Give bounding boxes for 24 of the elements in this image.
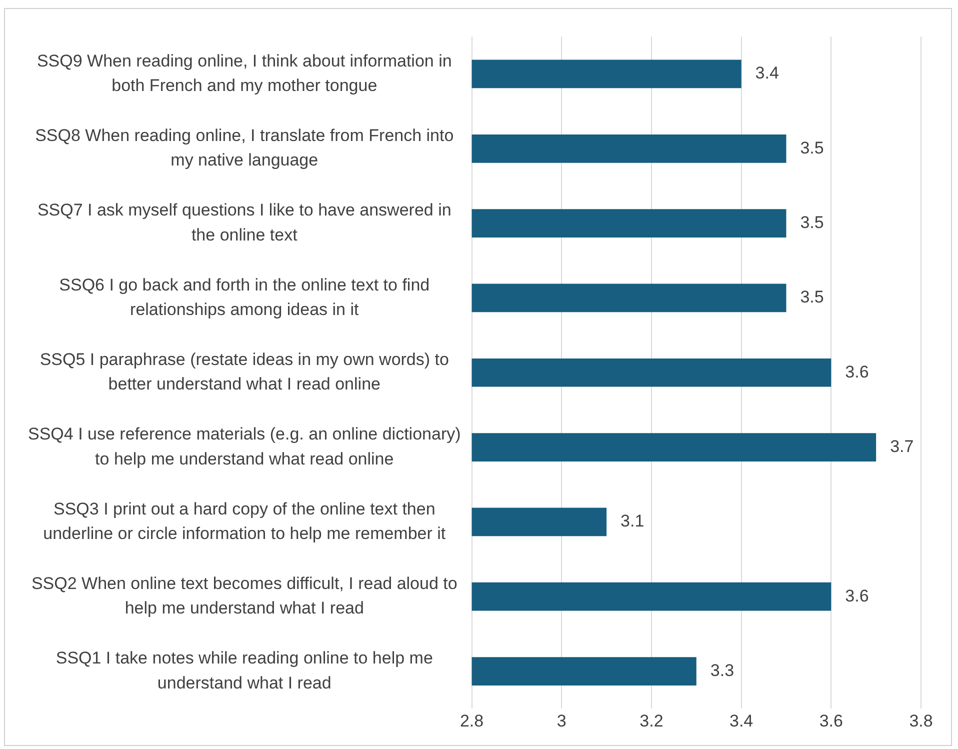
y-tick-label: SSQ3 I print out a hard copy of the online text then underline or circle information to help me remember it (43, 499, 446, 543)
y-tick-label: SSQ9 When reading online, I think about information in both French and my mother tongue (36, 51, 452, 95)
y-tick-label: SSQ1 I take notes while reading online to help me understand what I read (56, 648, 433, 692)
data-label: 3.3 (710, 660, 734, 680)
data-label: 3.1 (620, 512, 644, 531)
y-tick-label: SSQ7 I ask myself questions I like to have answered in the online text (37, 200, 452, 244)
data-label: 3.5 (800, 212, 824, 232)
data-label: 3.4 (755, 64, 779, 83)
x-tick-label: 3.6 (819, 711, 843, 730)
y-tick-label: SSQ4 I use reference materials (e.g. an online dictionary) to help me understand what read online (28, 424, 461, 468)
x-tick-label: 3.2 (640, 711, 664, 730)
data-label: 3.5 (800, 288, 824, 307)
x-tick-label: 3 (556, 711, 566, 730)
x-tick-label: 3.8 (909, 711, 933, 730)
y-tick-label: SSQ2 When online text becomes difficult, I read aloud to help me understand what I read (31, 574, 458, 618)
y-tick-label: SSQ5 I paraphrase (restate ideas in my own words) to better understand what I read online (40, 350, 449, 394)
y-tick-label: SSQ6 I go back and forth in the online text to find relationships among ideas in it (59, 275, 430, 319)
y-tick-label: SSQ8 When reading online, I translate from French into my native language (35, 126, 454, 170)
data-label: 3.6 (845, 362, 869, 382)
data-label: 3.7 (890, 436, 914, 456)
data-label: 3.5 (800, 138, 824, 158)
x-tick-label: 3.4 (729, 711, 754, 730)
data-label: 3.6 (845, 586, 869, 606)
x-tick-label: 2.8 (460, 711, 484, 730)
